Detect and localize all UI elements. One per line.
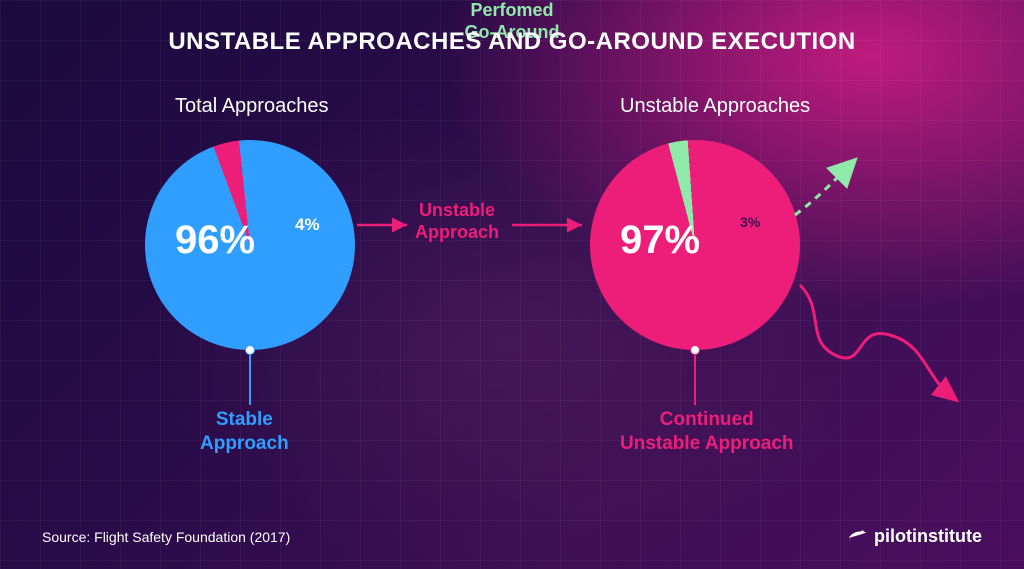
right-subtitle: Unstable Approaches <box>620 95 810 118</box>
left-subtitle: Total Approaches <box>175 95 328 118</box>
arrow-goaround <box>790 155 920 235</box>
unstable-approaches-pie: 97% 3% <box>590 140 800 350</box>
mid-arrow-label: UnstableApproach <box>415 200 499 243</box>
continued-label-text: ContinuedUnstable Approach <box>620 409 794 454</box>
stable-leader-line <box>249 355 251 405</box>
mid-arrow-label-text: UnstableApproach <box>415 200 499 242</box>
continued-leader-dot <box>690 345 700 355</box>
continued-leader-line <box>694 355 696 405</box>
arrow-label-to-right <box>510 210 590 240</box>
stable-label-text: StableApproach <box>200 409 289 454</box>
stable-leader-dot <box>245 345 255 355</box>
wing-icon <box>846 525 868 547</box>
infographic-canvas: UNSTABLE APPROACHES AND GO-AROUND EXECUT… <box>0 0 1024 569</box>
stable-pct: 96% <box>175 218 255 263</box>
continued-pct: 97% <box>620 218 700 263</box>
main-title: UNSTABLE APPROACHES AND GO-AROUND EXECUT… <box>0 28 1024 56</box>
goaround-pct: 3% <box>740 214 760 230</box>
unstable-pct: 4% <box>295 215 320 235</box>
brand-logo: pilotinstitute <box>846 525 982 547</box>
arrow-left-to-label <box>355 210 415 240</box>
total-approaches-pie: 96% 4% <box>145 140 355 350</box>
source-text: Source: Flight Safety Foundation (2017) <box>42 529 290 545</box>
brand-text: pilotinstitute <box>874 526 982 547</box>
continued-label: ContinuedUnstable Approach <box>620 408 794 456</box>
stable-label: StableApproach <box>200 408 289 456</box>
arrow-continued-wavy <box>795 280 975 410</box>
